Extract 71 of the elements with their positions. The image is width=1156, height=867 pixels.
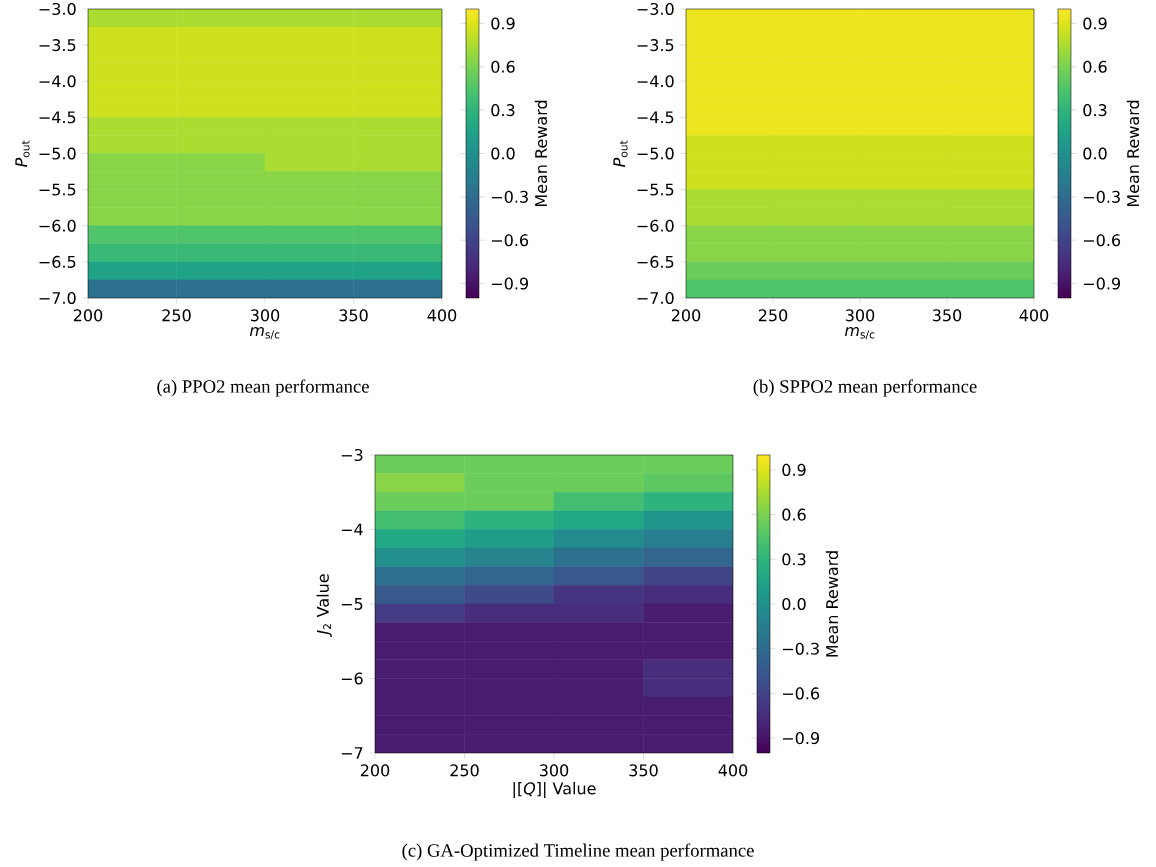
color-bar-label: −0.6 xyxy=(1083,234,1121,247)
x-tick-label: 400 xyxy=(427,309,457,322)
color-bar-label: 0.9 xyxy=(782,463,806,476)
color-bar-label: −0.6 xyxy=(491,234,529,247)
y-tick-label: −5.0 xyxy=(637,147,674,160)
x-tick-label: 400 xyxy=(1019,309,1049,322)
y-tick-label: −4.5 xyxy=(637,111,674,124)
y-tick-label: −6.0 xyxy=(637,219,674,232)
color-bar-label: 0.0 xyxy=(782,597,806,611)
y-tick-label: −7.0 xyxy=(637,291,674,305)
y-tick-label: −5.5 xyxy=(637,183,674,196)
x-tick-label: 250 xyxy=(162,309,191,322)
y-tick-label: −5 xyxy=(341,598,363,610)
color-bar-title: Mean Reward xyxy=(534,100,548,207)
y-tick-label: −7.0 xyxy=(39,291,76,305)
color-bar-label: 0.3 xyxy=(491,104,515,117)
x-axis-title: m$_{s/c}$ xyxy=(249,326,280,340)
y-axis-title: P$_{out}$ xyxy=(613,140,628,167)
x-tick-label: 300 xyxy=(539,764,569,777)
y-tick-label: −3.5 xyxy=(39,39,76,52)
color-bar-label: 0.0 xyxy=(491,147,515,160)
y-tick-label: −7 xyxy=(341,747,363,759)
text: (b) SPPO2 mean performance xyxy=(753,379,977,397)
color-bar-label: 0.3 xyxy=(782,553,806,566)
y-tick-label: −6.0 xyxy=(39,219,76,232)
y-tick-label: −4.0 xyxy=(39,75,76,88)
x-tick-label: 200 xyxy=(671,309,701,322)
color-bar-label: −0.3 xyxy=(782,642,819,655)
y-tick-label: −6 xyxy=(341,672,363,685)
x-tick-label: 200 xyxy=(360,764,390,777)
y-tick-label: −4.0 xyxy=(637,75,674,88)
color-bar-label: 0.6 xyxy=(491,60,515,73)
x-tick-label: 250 xyxy=(450,764,479,777)
x-tick-label: 350 xyxy=(629,764,658,777)
text: (c) GA-Optimized Timeline mean performance xyxy=(402,843,754,861)
color-bar-label: −0.9 xyxy=(491,277,529,290)
y-tick-label: −3.0 xyxy=(637,2,674,16)
x-tick-label: 350 xyxy=(932,309,962,322)
color-bar-label: 0.3 xyxy=(1083,104,1107,117)
x-tick-label: 300 xyxy=(250,309,280,322)
color-bar-label: −0.3 xyxy=(491,190,528,203)
x-tick-label: 200 xyxy=(73,309,103,322)
x-axis-title: |[Q]| Value xyxy=(513,781,596,798)
y-tick-label: −3.0 xyxy=(39,2,76,16)
color-bar-label: 0.9 xyxy=(1083,17,1107,30)
color-bar-label: −0.6 xyxy=(782,687,820,700)
y-tick-label: −3 xyxy=(341,448,363,462)
x-tick-label: 350 xyxy=(339,309,368,322)
color-bar-title: Mean Reward xyxy=(1126,100,1140,207)
color-bar-label: −0.3 xyxy=(1083,190,1120,203)
y-tick-label: −5.5 xyxy=(39,183,76,196)
text: (a) PPO2 mean performance xyxy=(157,379,369,397)
y-tick-label: −6.5 xyxy=(39,255,76,268)
y-tick-label: −3.5 xyxy=(637,39,674,52)
y-tick-label: −6.5 xyxy=(637,255,674,268)
color-bar-title: Mean Reward xyxy=(825,551,839,657)
y-tick-label: −4 xyxy=(341,523,363,536)
color-bar-label: 0.6 xyxy=(1083,60,1107,73)
y-tick-label: −4.5 xyxy=(39,111,76,124)
x-tick-label: 250 xyxy=(758,309,788,322)
color-bar-label: −0.9 xyxy=(1083,277,1121,290)
color-bar-label: −0.9 xyxy=(782,732,820,745)
x-tick-label: 400 xyxy=(718,764,748,777)
x-tick-label: 300 xyxy=(845,309,875,322)
x-axis-title: m$_{s/c}$ xyxy=(844,326,875,340)
color-bar-label: 0.6 xyxy=(782,508,806,521)
y-axis-title: J$_{2}$ Value xyxy=(316,574,332,638)
y-tick-label: −5.0 xyxy=(39,147,76,160)
color-bar-label: 0.0 xyxy=(1083,147,1107,160)
y-axis-title: P$_{out}$ xyxy=(15,140,30,167)
color-bar-label: 0.9 xyxy=(491,17,515,30)
